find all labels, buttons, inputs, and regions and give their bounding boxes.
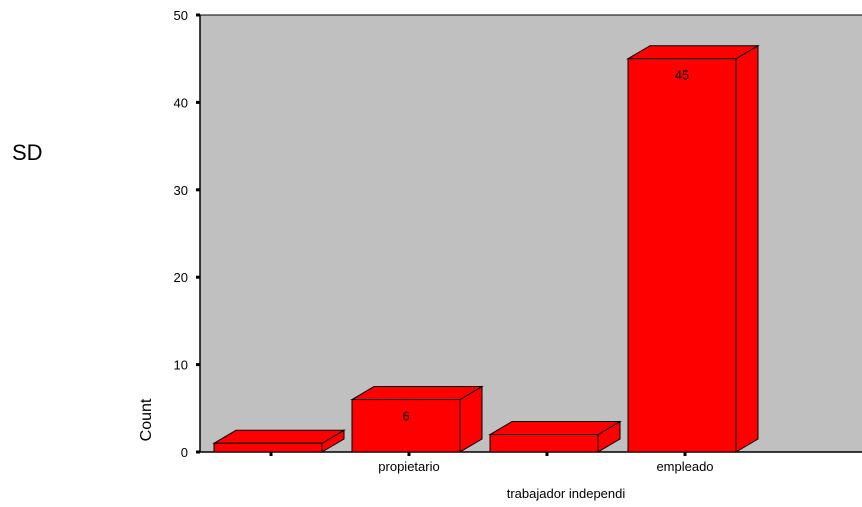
x-axis-title: trabajador independi: [507, 486, 626, 501]
bar-front: [627, 58, 737, 453]
y-tick-label: 50: [174, 8, 188, 23]
y-axis-title: Count: [138, 398, 155, 441]
y-tick-label: 40: [174, 95, 188, 110]
y-tick-label: 10: [174, 358, 188, 373]
bar-front: [489, 434, 599, 453]
x-tick-label: empleado: [656, 459, 713, 474]
bar-top: [350, 386, 484, 401]
y-tick-label: 0: [181, 445, 188, 460]
bar: 6: [350, 385, 484, 453]
bar: [488, 420, 622, 453]
y-tick-label: 20: [174, 270, 188, 285]
plot-background: [199, 14, 862, 453]
bar-front: [213, 442, 323, 453]
y-tick-label: 30: [174, 183, 188, 198]
bar: [212, 429, 346, 453]
x-axis: propietario empleado: [200, 451, 862, 474]
bar-front: [351, 399, 461, 453]
bars: 6 45: [212, 44, 760, 453]
x-tick-label: propietario: [378, 459, 439, 474]
bar-top: [626, 45, 760, 60]
bar-data-label: 45: [675, 68, 689, 83]
bar-top: [488, 421, 622, 436]
bar-top: [212, 429, 346, 444]
bar-side: [735, 44, 759, 453]
bar: 45: [626, 44, 760, 453]
y-axis: 0 10 20 30 40 50: [174, 8, 201, 460]
side-label: SD: [12, 140, 43, 165]
plot-area: [199, 14, 862, 453]
bar-data-label: 6: [402, 409, 409, 424]
